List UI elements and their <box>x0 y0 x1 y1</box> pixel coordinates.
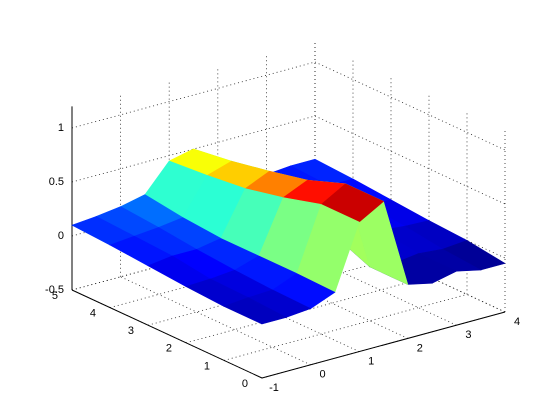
x-tick-label: 3 <box>465 329 471 341</box>
grid-line <box>266 236 457 326</box>
axis-line <box>71 289 263 379</box>
x-tick-label: 2 <box>417 342 423 354</box>
x-tick-label: 0 <box>320 369 326 381</box>
y-tick-label: 2 <box>166 343 172 355</box>
surface-patch <box>223 297 288 325</box>
z-tick-label: 0 <box>58 230 64 242</box>
z-tick-label: 1 <box>58 122 64 134</box>
z-tick-label: 0.5 <box>49 176 64 188</box>
x-tick-label: 4 <box>514 316 520 328</box>
y-tick-label: 4 <box>90 308 96 320</box>
grid-line <box>314 61 506 151</box>
grid-line <box>314 115 506 205</box>
x-tick-label: -1 <box>269 382 279 394</box>
y-tick-label: 1 <box>204 360 210 372</box>
x-tick-label: 1 <box>368 356 374 368</box>
grid-line <box>120 276 311 366</box>
z-tick-label: -0.5 <box>45 284 64 296</box>
axis-line <box>261 311 506 379</box>
y-tick-label: 3 <box>128 325 134 337</box>
y-tick-label: 5 <box>52 290 58 302</box>
y-tick-label: 0 <box>242 378 248 390</box>
